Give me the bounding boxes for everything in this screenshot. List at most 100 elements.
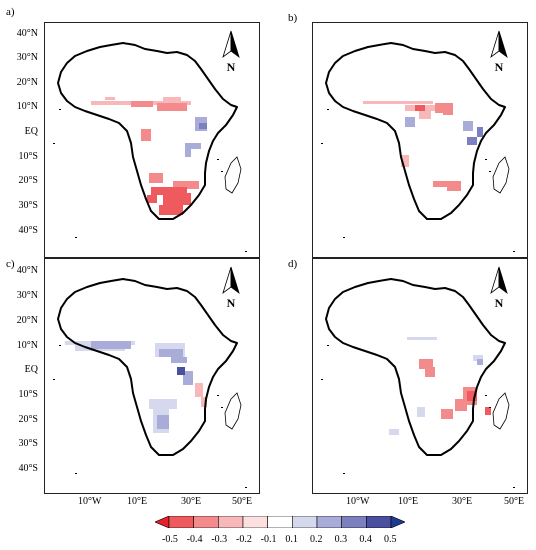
lat-label-30s-bottom: 30°S	[18, 438, 38, 449]
anomaly-cell	[477, 127, 483, 137]
anomaly-cell	[141, 129, 151, 141]
island-dot	[217, 159, 219, 160]
madagascar-outline	[224, 392, 242, 430]
africa-coastline	[325, 278, 506, 456]
colorbar-tick-label: 0.5	[384, 534, 397, 545]
colorbar-box	[193, 516, 219, 528]
island-dot	[321, 143, 323, 144]
lat-label-40s-bottom: 40°S	[18, 463, 38, 474]
lat-label-30s-top: 30°S	[18, 200, 38, 211]
lat-label-40s-top: 40°S	[18, 225, 38, 236]
lat-label-10n-top: 10°N	[16, 101, 38, 112]
lat-label-10s-bottom: 10°S	[18, 389, 38, 400]
map-panel-d: N	[312, 258, 528, 494]
anomaly-cell	[447, 187, 461, 191]
anomaly-cell	[477, 359, 483, 365]
lon-label-10w-left: 10°W	[78, 496, 102, 507]
lon-label-30e-right: 30°E	[452, 496, 473, 507]
colorbar-box	[292, 516, 318, 528]
island-dot	[343, 237, 345, 238]
lat-label-40n-top: 40°N	[16, 28, 38, 39]
anomaly-cell	[195, 383, 203, 397]
map-b-svg: N	[321, 30, 515, 252]
anomaly-cell	[157, 415, 169, 429]
anomaly-cell	[201, 397, 207, 407]
north-arrow-left-half	[490, 266, 500, 295]
map-panel-a: N	[44, 22, 260, 258]
north-arrow-label: N	[227, 296, 236, 310]
island-dot	[245, 251, 247, 252]
madagascar-outline	[224, 156, 242, 194]
madagascar-outline	[492, 156, 510, 194]
island-dot	[59, 109, 61, 110]
anomaly-cell	[419, 359, 433, 369]
island-dot	[53, 379, 55, 380]
north-arrow-right-half	[498, 30, 508, 59]
island-dot	[327, 345, 329, 346]
north-arrow-left-half	[222, 266, 232, 295]
lat-label-eq-top: EQ	[24, 126, 38, 137]
colorbar-tick-label: -0.1	[260, 534, 277, 545]
anomaly-cell	[163, 97, 181, 103]
anomaly-cell	[441, 409, 453, 419]
north-arrow-label: N	[495, 60, 504, 74]
north-arrow-right-half	[498, 266, 508, 295]
colorbar-box	[242, 516, 268, 528]
lat-label-20s-top: 20°S	[18, 175, 38, 186]
island-dot	[343, 473, 345, 474]
north-arrow-label: N	[495, 296, 504, 310]
colorbar-box	[366, 516, 392, 528]
anomaly-cell	[455, 399, 467, 411]
colorbar-box	[316, 516, 342, 528]
colorbar-box	[341, 516, 367, 528]
colorbar	[155, 516, 405, 528]
north-arrow-left-half	[222, 30, 232, 59]
anomaly-cell	[177, 367, 185, 375]
colorbar-tick-label: -0.3	[211, 534, 228, 545]
madagascar-outline	[492, 392, 510, 430]
anomaly-cell	[417, 407, 425, 417]
africa-coastline	[57, 42, 238, 220]
anomaly-cell	[463, 121, 473, 131]
lat-label-eq-bottom: EQ	[24, 364, 38, 375]
anomaly-cell	[183, 371, 193, 385]
island-dot	[221, 171, 223, 172]
lat-label-20n-top: 20°N	[16, 77, 38, 88]
panel-label-a: a)	[6, 6, 15, 18]
colorbar-box	[267, 516, 293, 528]
anomaly-cell	[171, 357, 187, 363]
anomaly-cell	[435, 103, 453, 113]
lon-label-50e-left: 50°E	[232, 496, 253, 507]
lat-label-10n-bottom: 10°N	[16, 340, 38, 351]
island-dot	[513, 251, 515, 252]
lat-label-40n-bottom: 40°N	[16, 265, 38, 276]
anomaly-cell	[485, 407, 491, 415]
island-dot	[327, 109, 329, 110]
north-arrow-left-half	[490, 30, 500, 59]
anomaly-cell	[363, 101, 433, 104]
colorbar-tick-label: 0.2	[310, 534, 323, 545]
panel-label-d: d)	[288, 258, 298, 270]
anomaly-cell	[131, 101, 153, 107]
anomaly-cell	[173, 181, 199, 189]
panel-label-b: b)	[288, 12, 298, 24]
colorbar-box	[218, 516, 244, 528]
anomaly-cell	[405, 117, 415, 127]
colorbar-tick-label: -0.5	[162, 534, 178, 545]
anomaly-cell	[163, 193, 191, 205]
anomaly-cell	[433, 181, 461, 187]
lat-label-20n-bottom: 20°N	[16, 315, 38, 326]
colorbar-max-triangle	[390, 516, 405, 528]
anomaly-cell	[159, 205, 183, 215]
island-dot	[489, 171, 491, 172]
colorbar-tick-label: -0.2	[236, 534, 252, 545]
lat-label-10s-top: 10°S	[18, 151, 38, 162]
anomaly-cell	[149, 173, 163, 183]
colorbar-tick-label: -0.4	[186, 534, 203, 545]
anomaly-cell	[401, 155, 409, 167]
island-dot	[245, 487, 247, 488]
africa-coastline	[325, 42, 506, 220]
lon-label-10e-right: 10°E	[398, 496, 419, 507]
anomaly-cell	[105, 97, 115, 100]
island-dot	[221, 407, 223, 408]
